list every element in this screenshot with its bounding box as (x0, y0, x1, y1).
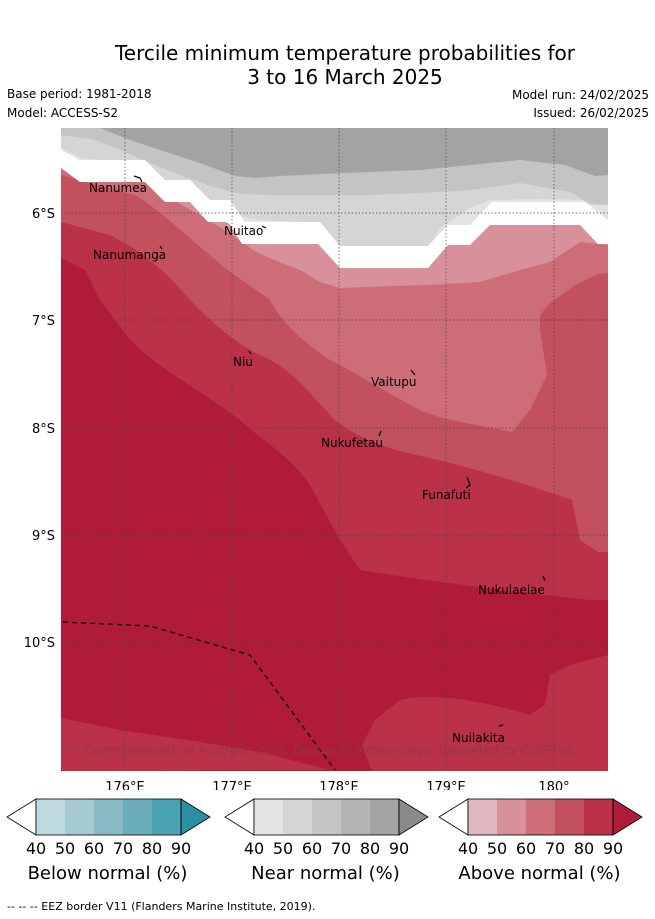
near-frame (253, 798, 400, 836)
above-frame (467, 798, 614, 836)
island-nuitao: Nuitao (224, 224, 263, 238)
map-title-line1: Tercile minimum temperature probabilitie… (114, 41, 576, 65)
below-tick-label: 70 (113, 839, 133, 858)
below-tick-label: 80 (142, 839, 162, 858)
near-tick-label: 90 (389, 839, 409, 858)
island-nanumanga: Nanumanga (93, 248, 166, 262)
below-tick-label: 40 (26, 839, 46, 858)
near-tick-label: 80 (360, 839, 380, 858)
below-swatch (152, 799, 181, 835)
model-name: Model: ACCESS-S2 (7, 106, 119, 120)
near-tick-label: 60 (302, 839, 322, 858)
colorbar-near-label: Near normal (%) (251, 863, 400, 884)
above-tick-label: 60 (516, 839, 536, 858)
near-swatch (312, 799, 341, 835)
eez-footer-note: -- -- -- EEZ border V11 (Flanders Marine… (7, 900, 316, 913)
below-tick-label: 50 (55, 839, 75, 858)
island-funafuti: Funafuti (422, 488, 471, 502)
island-nanumea: Nanumea (89, 181, 147, 195)
island-nukufetau: Nukufetau (321, 436, 383, 450)
above-tick-label: 90 (603, 839, 623, 858)
base-period: Base period: 1981-2018 (7, 87, 152, 101)
lat-label-8s: 8°S (32, 422, 55, 437)
colorbar-above: 40 50 60 70 80 90 (438, 798, 643, 858)
map-title-line2: 3 to 16 March 2025 (247, 65, 443, 89)
island-marks (133, 175, 546, 727)
near-tick-label: 40 (244, 839, 264, 858)
below-under-triangle (6, 798, 37, 836)
model-run: Model run: 24/02/2025 (511, 88, 649, 102)
lat-label-6s: 6°S (32, 207, 55, 222)
above-80-band-west (61, 718, 330, 771)
below-over-triangle (180, 798, 211, 836)
issued-date: Issued: 26/02/2025 (533, 106, 649, 120)
lat-label-7s: 7°S (32, 314, 55, 329)
island-niu: Niu (233, 355, 253, 369)
map-figure: Nanumea Nuitao Nanumanga Niu Vaitupu Nuk… (24, 128, 608, 790)
lon-label-180: 180° (538, 780, 569, 790)
above-swatch (555, 799, 584, 835)
island-vaitupu: Vaitupu (371, 375, 417, 389)
near-over-triangle (398, 798, 429, 836)
below-tick-label: 90 (171, 839, 191, 858)
colorbar-below: 40 50 60 70 80 90 (6, 798, 211, 858)
lat-label-10s: 10°S (24, 636, 55, 651)
below-frame (35, 798, 182, 836)
above-swatch (526, 799, 555, 835)
colorbar-below-label: Below normal (%) (27, 863, 188, 884)
probability-map (61, 128, 608, 771)
above-80-band-south (362, 655, 608, 771)
island-nukulaelae: Nukulaelae (478, 583, 545, 597)
colorbars: 40 50 60 70 80 90 40 50 60 70 80 90 40 50 60 70 80 90 (6, 798, 643, 858)
lon-label-177e: 177°E (212, 780, 252, 790)
near-swatch (283, 799, 312, 835)
colorbar-near: 40 50 60 70 80 90 (224, 798, 429, 858)
above-swatch (584, 799, 613, 835)
above-tick-label: 70 (545, 839, 565, 858)
above-under-triangle (438, 798, 469, 836)
lon-label-179e: 179°E (426, 780, 466, 790)
below-swatch (65, 799, 94, 835)
below-swatch (94, 799, 123, 835)
map-copyright: © Commonwealth of Australia 2025, Bureau… (69, 743, 574, 757)
above-swatch (497, 799, 526, 835)
lon-label-178e: 178°E (319, 780, 359, 790)
above-over-triangle (612, 798, 643, 836)
eez-border (62, 621, 336, 771)
below-swatch (36, 799, 65, 835)
lon-label-176e: 176°E (105, 780, 145, 790)
below-tick-label: 60 (84, 839, 104, 858)
above-tick-label: 50 (487, 839, 507, 858)
near-under-triangle (224, 798, 255, 836)
near-swatch (341, 799, 370, 835)
above-tick-label: 40 (458, 839, 478, 858)
near-swatch (254, 799, 283, 835)
above-tick-label: 80 (574, 839, 594, 858)
island-nuilakita: Nuilakita (452, 731, 505, 745)
colorbar-above-label: Above normal (%) (458, 863, 621, 884)
map-gridlines (61, 128, 608, 771)
below-swatch (123, 799, 152, 835)
near-tick-label: 50 (273, 839, 293, 858)
lat-label-9s: 9°S (32, 529, 55, 544)
below-40-band (61, 150, 608, 268)
near-swatch (370, 799, 399, 835)
near-tick-label: 70 (331, 839, 351, 858)
near-70-band (100, 128, 608, 178)
above-swatch (468, 799, 497, 835)
